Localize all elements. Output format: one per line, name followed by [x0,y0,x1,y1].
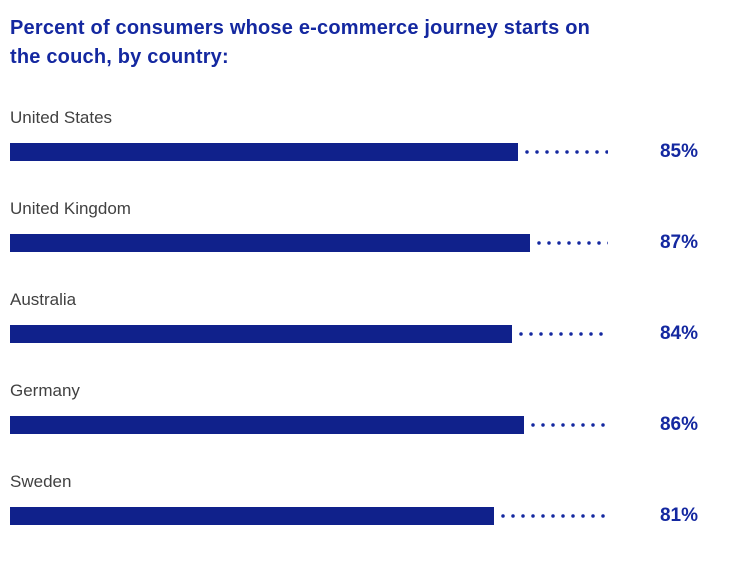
value-label: 87% [659,232,698,253]
value-label: 84% [659,323,698,344]
category-label: Sweden [10,472,72,491]
bar-track [10,507,608,525]
chart-row: United States 85% [10,108,748,163]
value-label: 86% [659,414,698,435]
leader-dots [516,325,608,343]
bar [10,416,525,434]
chart-row: Germany 86% [10,381,748,436]
category-label: United States [10,108,113,127]
bar-track [10,234,608,252]
bar-area: 84% [10,323,748,345]
leader-dots [528,416,608,434]
chart-title: Percent of consumers whose e-commerce jo… [10,17,591,68]
category-label: Australia [10,290,77,309]
bar-track [10,143,608,161]
chart-row: United Kingdom 87% [10,199,748,254]
bar [10,143,519,161]
value-label: 85% [659,141,698,162]
leader-dots [498,507,608,525]
bar-area: 81% [10,505,748,527]
bar [10,234,531,252]
bar-track [10,416,608,434]
chart-rows: United States 85% United Kingdom 87% Austral… [10,108,748,527]
bar [10,507,495,525]
bar [10,325,513,343]
bar-area: 85% [10,141,748,163]
bar-track [10,325,608,343]
chart-row: Sweden 81% [10,472,748,527]
category-label: Germany [10,381,80,400]
leader-dots [522,143,608,161]
bar-area: 86% [10,414,748,436]
leader-dots [534,234,608,252]
category-label: United Kingdom [10,199,131,218]
chart-row: Australia 84% [10,290,748,345]
bar-area: 87% [10,232,748,254]
value-label: 81% [659,505,698,526]
